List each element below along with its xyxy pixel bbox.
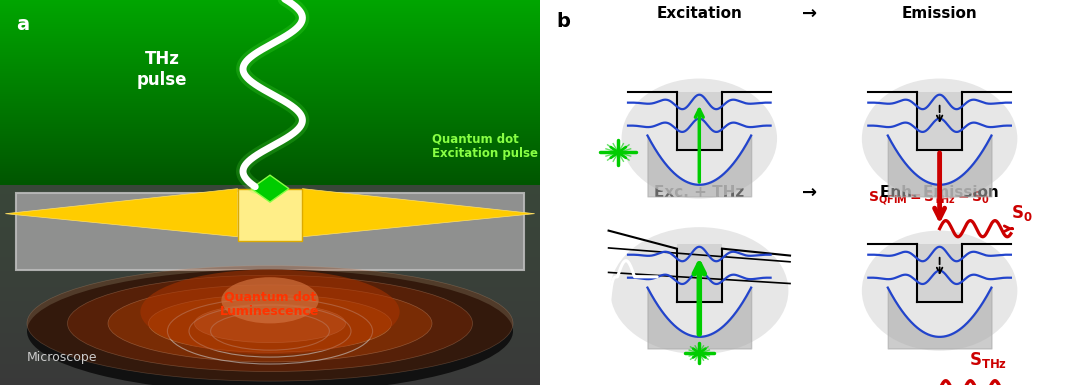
Bar: [16, 192, 524, 270]
Ellipse shape: [27, 270, 513, 385]
Ellipse shape: [67, 275, 473, 372]
Polygon shape: [302, 189, 535, 237]
Ellipse shape: [140, 270, 400, 354]
Text: Quantum dot
Excitation pulse: Quantum dot Excitation pulse: [432, 132, 538, 160]
Text: Emission: Emission: [902, 6, 977, 21]
Text: $\mathbf{S_0}$: $\mathbf{S_0}$: [1011, 203, 1032, 223]
Bar: [0, 185, 540, 385]
Text: b: b: [556, 12, 570, 30]
Bar: [676, 244, 723, 302]
Text: Excitation: Excitation: [657, 6, 742, 21]
Ellipse shape: [610, 227, 788, 354]
Ellipse shape: [862, 79, 1017, 199]
Ellipse shape: [622, 79, 778, 199]
Text: Enh. Emission: Enh. Emission: [880, 185, 999, 200]
Text: Microscope: Microscope: [27, 351, 97, 364]
Polygon shape: [5, 189, 238, 237]
Ellipse shape: [862, 231, 1017, 351]
Text: Exc. + THz: Exc. + THz: [654, 185, 744, 200]
Bar: [917, 92, 962, 150]
Ellipse shape: [108, 285, 432, 362]
Text: a: a: [16, 15, 29, 34]
Ellipse shape: [194, 304, 346, 343]
Ellipse shape: [149, 295, 391, 352]
Text: Quantum dot
Luminescence: Quantum dot Luminescence: [220, 290, 320, 318]
Text: $\mathbf{S_{THz}}$: $\mathbf{S_{THz}}$: [969, 350, 1007, 370]
Text: →: →: [802, 184, 818, 201]
Ellipse shape: [221, 277, 319, 323]
Ellipse shape: [27, 266, 513, 381]
Text: THz
pulse: THz pulse: [137, 50, 187, 89]
Text: $\mathbf{S_{QFIM}=S_{THz}-S_0}$: $\mathbf{S_{QFIM}=S_{THz}-S_0}$: [867, 189, 990, 207]
Polygon shape: [252, 175, 289, 202]
Bar: [238, 189, 302, 241]
Bar: [917, 244, 962, 302]
Text: →: →: [802, 5, 818, 22]
Bar: [676, 92, 723, 150]
